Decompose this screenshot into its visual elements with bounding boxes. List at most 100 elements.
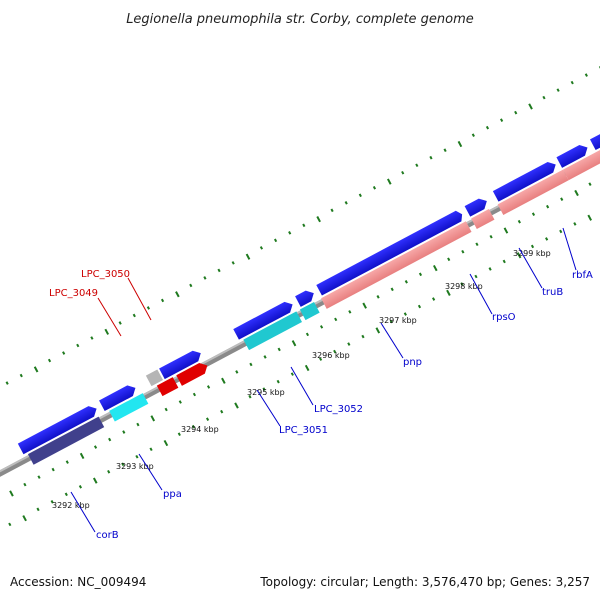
ruler-tick: [489, 234, 493, 239]
ruler-tick: [404, 280, 408, 284]
cds-feature-rpsO[interactable]: [471, 209, 495, 230]
gene-label-rpsO[interactable]: rpsO: [492, 312, 516, 323]
gene-label-lpc3050[interactable]: LPC_3050: [81, 269, 130, 280]
ruler-tick: [305, 332, 310, 337]
gene-arrow-truB[interactable]: [492, 159, 559, 202]
leader-pnp: [380, 322, 404, 359]
genome-backbone-highlight: [0, 104, 600, 511]
ruler-tick: [516, 252, 522, 259]
ruler-tick: [584, 73, 588, 77]
ruler-tick: [122, 430, 126, 434]
ruler-tick: [37, 475, 41, 479]
gene-arrow-rbfA[interactable]: [556, 142, 590, 168]
ruler-tick: [375, 327, 381, 334]
ruler-tick: [76, 343, 80, 348]
ruler-tick: [401, 170, 405, 175]
ruler-tick: [121, 462, 125, 467]
ruler-tick: [205, 417, 210, 422]
ruler-tick: [546, 204, 550, 209]
ruler-tick: [132, 313, 136, 318]
gene-label-rbfA[interactable]: rbfA: [572, 270, 593, 281]
gene-label-truB[interactable]: truB: [542, 287, 563, 298]
gene-arrow-corB-forward[interactable]: [17, 403, 100, 455]
ruler-tick: [503, 227, 509, 234]
ruler-tick: [319, 357, 323, 361]
ruler-tick: [457, 140, 463, 148]
ruler-tick: [330, 208, 334, 213]
ruler-tick: [5, 381, 9, 385]
ruler-tick: [376, 295, 380, 299]
ruler-tick: [545, 237, 549, 241]
cds-feature-lpc3049[interactable]: [156, 377, 179, 397]
ruler-tick: [90, 336, 94, 340]
leader-lpc3049: [97, 297, 122, 337]
gene-arrow-lpc3051[interactable]: [233, 299, 295, 340]
ruler-tick: [386, 178, 392, 185]
ruler-tick: [93, 445, 98, 449]
cds-feature-ppa[interactable]: [109, 393, 149, 422]
ruler-tick: [304, 364, 310, 372]
ruler-tick: [348, 310, 352, 314]
cds-feature-corB[interactable]: [27, 416, 105, 465]
gene-arrow-infB[interactable]: [589, 91, 600, 151]
cds-feature-lpc3052[interactable]: [299, 302, 320, 321]
leader-ppa: [138, 453, 163, 491]
scale-label-3298: 3298 kbp: [445, 282, 483, 291]
ruler-tick: [542, 95, 546, 100]
gene-arrow-pnp[interactable]: [316, 209, 465, 296]
ruler-tick: [104, 328, 110, 335]
ruler-tick: [290, 372, 294, 376]
ruler-tick: [221, 377, 226, 384]
cds-feature-rbfA[interactable]: [563, 103, 600, 181]
ruler-tick: [277, 347, 281, 352]
ruler-tick: [362, 302, 367, 309]
gene-labels: LPC_3050 LPC_3049 ppa corB LPC_3052 LPC_…: [49, 269, 593, 541]
gene-label-ppa[interactable]: ppa: [163, 489, 182, 500]
gene-arrow-lpc3052[interactable]: [295, 288, 317, 307]
ruler-tick: [446, 289, 451, 296]
cds-feature-pnp[interactable]: [321, 221, 472, 309]
ruler-tick: [433, 264, 438, 272]
ruler-tick: [588, 182, 592, 186]
ruler-tick: [50, 500, 54, 504]
ruler-tick: [344, 200, 348, 205]
leader-lpc3052: [290, 366, 314, 406]
gene-arrow-rpsO[interactable]: [464, 196, 490, 217]
ruler-tick: [273, 238, 278, 243]
gene-label-lpc3052[interactable]: LPC_3052: [314, 404, 363, 415]
ruler-tick: [217, 268, 221, 273]
ruler-tick: [248, 394, 252, 399]
gene-label-lpc3051[interactable]: LPC_3051: [279, 425, 328, 436]
ruler-tick: [570, 80, 574, 85]
ruler-tick: [333, 349, 337, 354]
ruler-tick: [191, 424, 196, 429]
ruler-tick: [203, 276, 207, 280]
gene-arrow-lpc3049-grey[interactable]: [145, 369, 163, 387]
gene-arrow-lpc3050[interactable]: [159, 348, 203, 380]
ruler-tick: [556, 88, 560, 92]
ruler-tick: [220, 409, 224, 414]
scale-label-3293: 3293 kbp: [116, 462, 154, 471]
ruler-tick: [288, 231, 292, 235]
ruler-tick: [146, 306, 151, 310]
gene-label-corB[interactable]: corB: [96, 530, 119, 541]
ruler-tick: [175, 291, 180, 298]
ruler-tick: [358, 193, 362, 198]
cds-feature-lpc3050[interactable]: [176, 360, 210, 386]
ruler-tick: [8, 522, 12, 527]
leader-lpc3051: [256, 389, 281, 427]
gene-label-lpc3049[interactable]: LPC_3049: [49, 288, 98, 299]
ruler-tick: [528, 103, 533, 110]
cds-feature-lpc3051[interactable]: [243, 311, 302, 351]
ruler-tick: [65, 460, 69, 464]
ruler-tick: [530, 244, 535, 249]
ruler-tick: [560, 197, 564, 201]
gene-label-pnp[interactable]: pnp: [403, 357, 422, 368]
ruler-tick: [559, 229, 563, 234]
ruler-tick: [474, 274, 478, 279]
ruler-tick: [47, 358, 52, 363]
ruler-ticks: [5, 65, 600, 527]
ruler-tick: [163, 439, 169, 447]
cds-feature-truB[interactable]: [497, 169, 569, 215]
gene-arrow-ppa-forward[interactable]: [99, 383, 138, 412]
